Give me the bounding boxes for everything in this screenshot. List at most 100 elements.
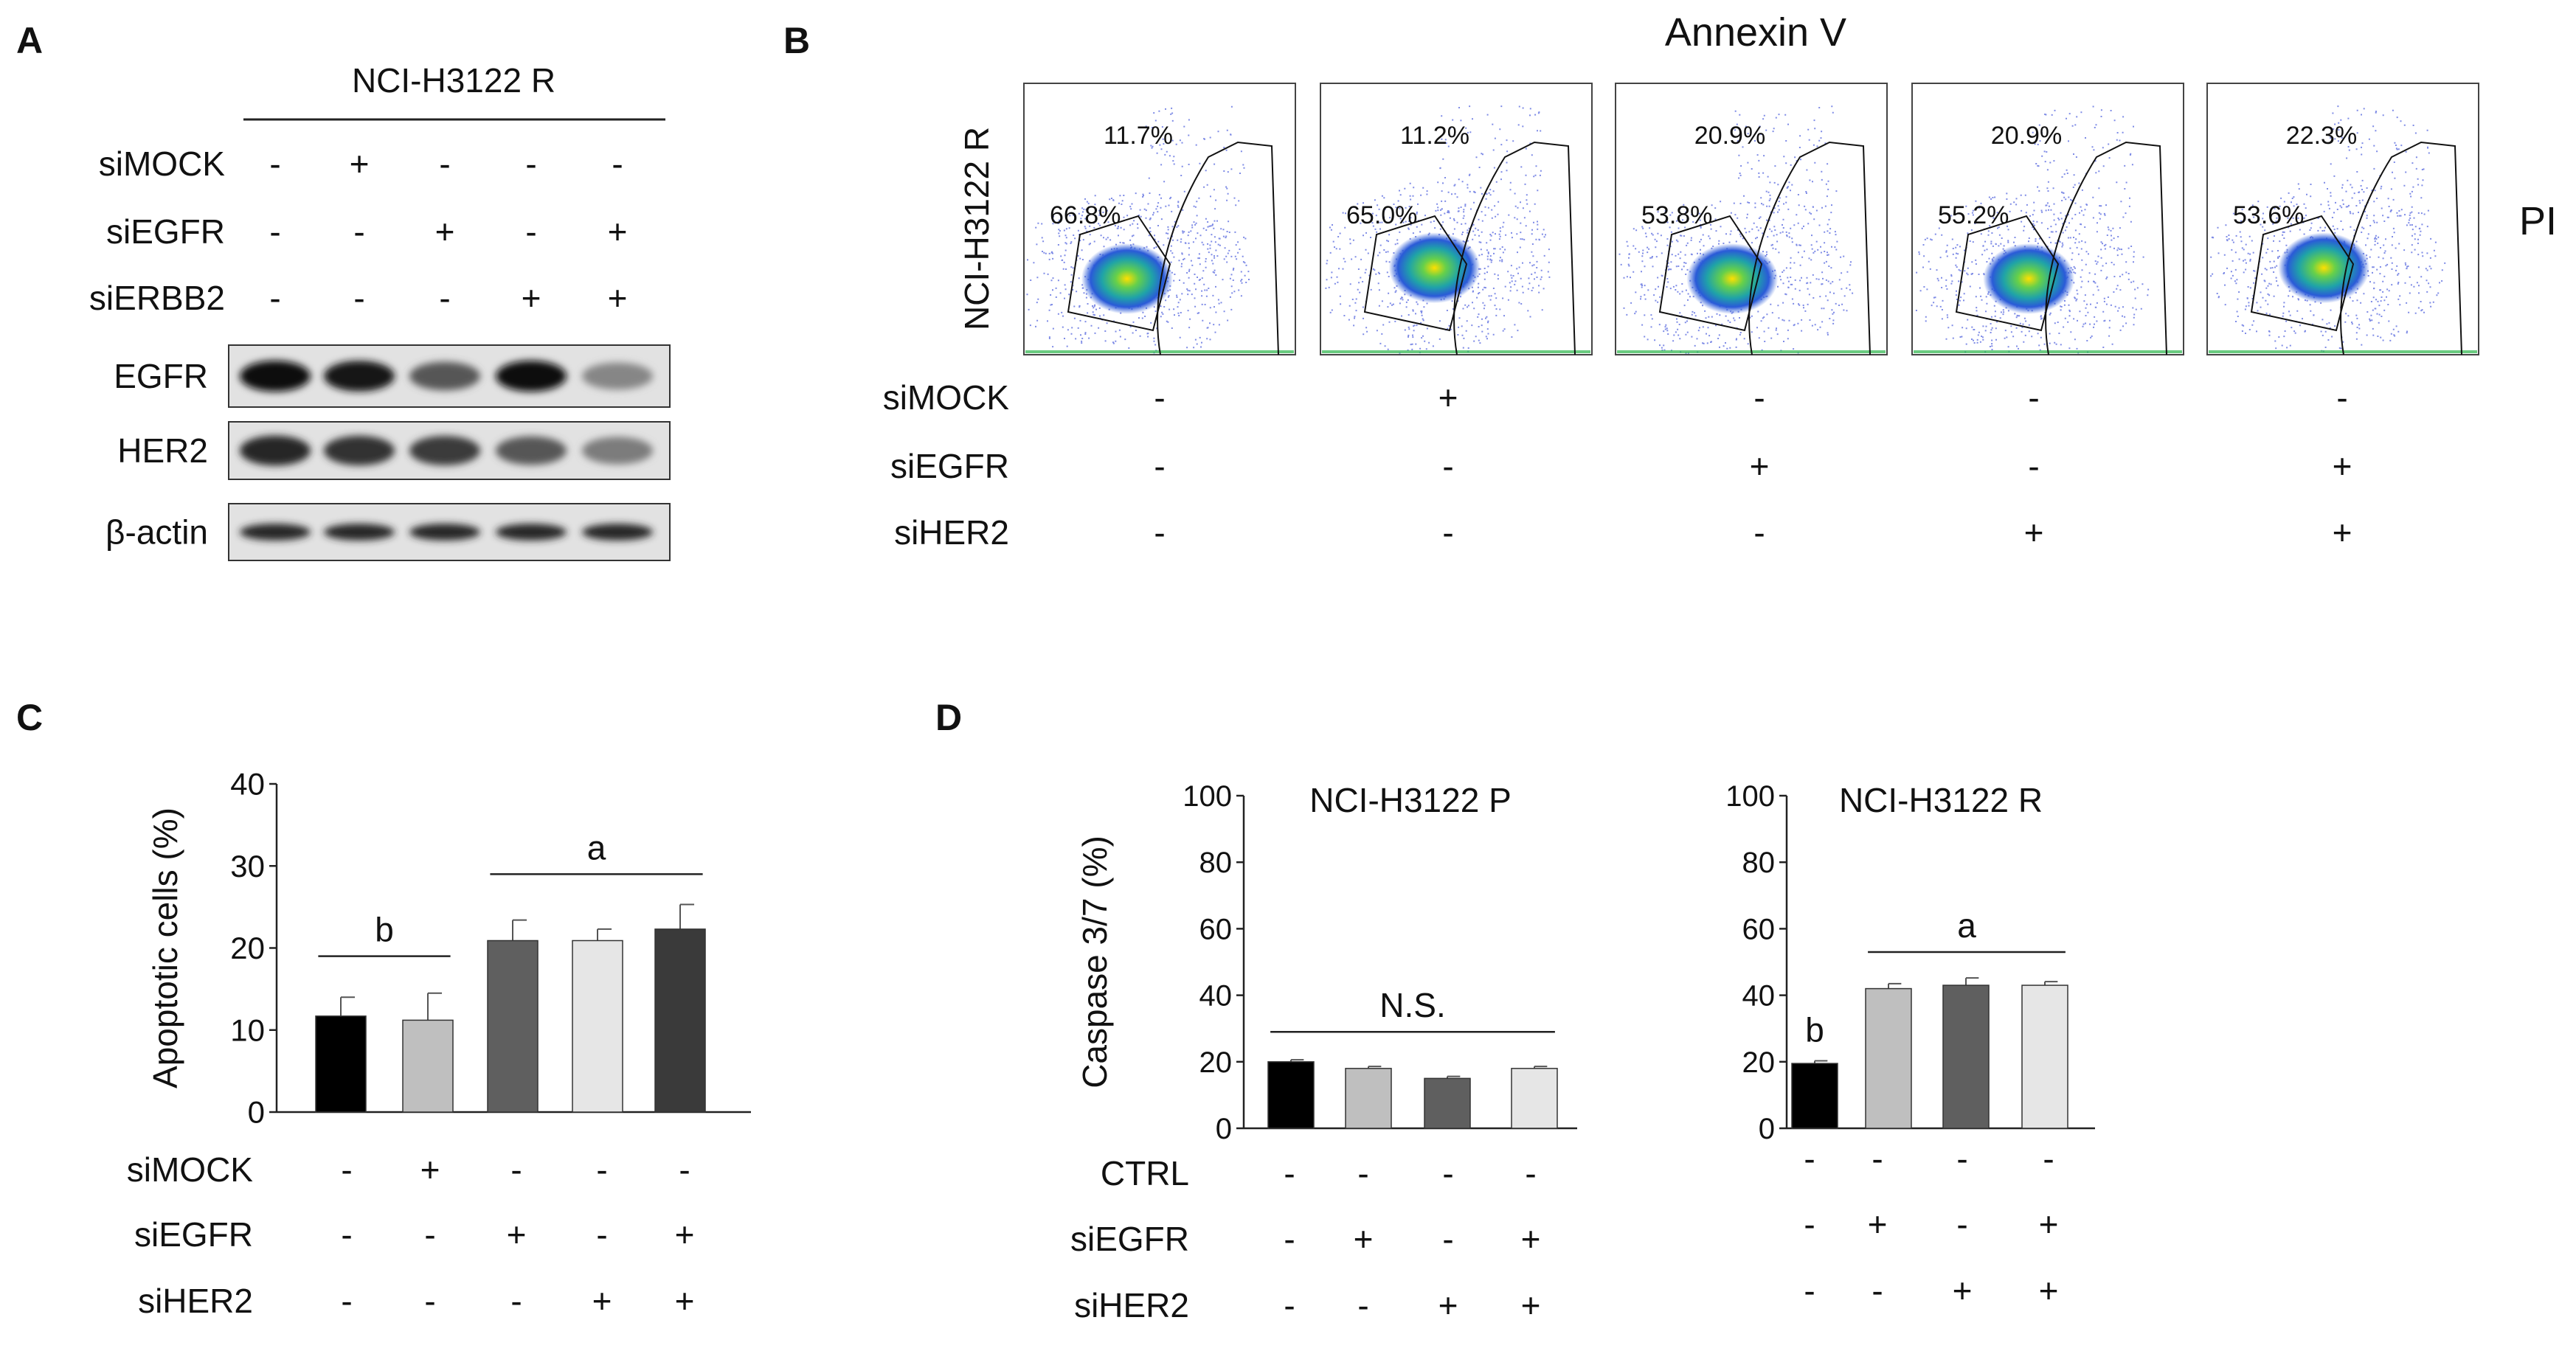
flow-density-core (1081, 243, 1173, 314)
condition-sign: - (2336, 378, 2347, 417)
y-tick-label: 60 (1199, 913, 1233, 945)
condition-sign: - (2028, 378, 2039, 417)
condition-label: siEGFR (106, 212, 225, 251)
condition-sign: - (269, 212, 280, 251)
blot-band (496, 361, 567, 392)
condition-sign: - (679, 1150, 690, 1189)
y-tick-label: 20 (1742, 1046, 1776, 1079)
flow-upper-percent: 20.9% (1694, 122, 1765, 150)
panel-b-plots: 11.7% 66.8% 11.2% 65.0% 20.9% 53.8% 20.9% 55.2%… (1023, 83, 2479, 355)
bar (487, 940, 539, 1113)
condition-sign: - (2028, 447, 2039, 485)
blot-band (496, 524, 567, 541)
condition-sign: - (2043, 1139, 2054, 1178)
flow-upper-percent: 20.9% (1991, 122, 2062, 150)
condition-sign: + (1953, 1271, 1973, 1310)
panel-b-y-title: PI (2519, 199, 2557, 243)
condition-label: siMOCK (99, 145, 226, 183)
condition-sign: - (1284, 1154, 1295, 1192)
condition-label: siEGFR (1070, 1220, 1189, 1258)
condition-sign: + (675, 1282, 695, 1320)
significance-label: b (375, 911, 394, 949)
condition-sign: - (1956, 1205, 1967, 1243)
flow-lower-percent: 65.0% (1346, 201, 1417, 229)
condition-sign: + (1354, 1220, 1374, 1258)
condition-sign: - (1753, 378, 1765, 417)
condition-sign: - (353, 279, 364, 317)
condition-sign: + (608, 279, 628, 317)
condition-sign: - (439, 279, 450, 317)
condition-sign: + (350, 145, 370, 183)
condition-sign: + (522, 279, 541, 317)
y-tick-label: 100 (1183, 780, 1232, 813)
y-axis-label: Apoptotic cells (%) (146, 808, 184, 1088)
y-tick-label: 40 (230, 767, 265, 802)
condition-sign: + (2039, 1271, 2059, 1310)
panel-letter-d: D (935, 697, 962, 738)
condition-sign: - (1154, 513, 1165, 552)
panel-letter-a: A (16, 20, 43, 61)
blot-band (582, 437, 653, 465)
condition-label: siMOCK (883, 378, 1010, 417)
y-tick-label: 20 (230, 931, 265, 965)
condition-sign: - (1284, 1286, 1295, 1324)
condition-sign: + (1521, 1220, 1541, 1258)
flow-gate-apoptotic (1748, 141, 1871, 355)
condition-sign: - (525, 145, 536, 183)
condition-sign: + (1750, 447, 1770, 485)
blot-band (240, 361, 311, 392)
significance-label: a (1957, 906, 1976, 945)
blot-label: β-actin (105, 513, 208, 552)
condition-sign: + (2333, 513, 2352, 552)
bar-annotation: b (1805, 1010, 1824, 1049)
y-axis-label: Caspase 3/7 (%) (1076, 836, 1114, 1088)
condition-sign: - (424, 1282, 435, 1320)
y-tick-label: 80 (1742, 847, 1776, 879)
y-tick-label: 20 (1199, 1046, 1233, 1079)
condition-sign: - (341, 1282, 352, 1320)
condition-sign: + (592, 1282, 612, 1320)
bar (1791, 1063, 1838, 1129)
bar (654, 928, 706, 1113)
chart-d2: 0 20 40 60 80 100 NCI-H3122 R a b (1725, 780, 2095, 1145)
y-tick-label: 0 (248, 1095, 265, 1130)
condition-label: siHER2 (138, 1282, 253, 1320)
condition-sign: - (1525, 1154, 1536, 1192)
condition-sign: - (612, 145, 623, 183)
panel-b: Annexin V PI NCI-H3122 R 11.7% 66.8% 11.2%… (883, 10, 2557, 552)
flow-gate-live (1067, 215, 1171, 332)
bar (1345, 1068, 1392, 1129)
condition-sign: - (510, 1282, 522, 1320)
flow-gate-apoptotic (1453, 141, 1576, 355)
flow-gate-live (1658, 215, 1763, 332)
condition-sign: - (1154, 447, 1165, 485)
condition-label: CTRL (1101, 1154, 1189, 1192)
condition-sign: - (1804, 1205, 1815, 1243)
y-tick-label: 80 (1199, 847, 1233, 879)
condition-sign: + (2039, 1205, 2059, 1243)
condition-sign: - (1357, 1154, 1368, 1192)
condition-label: siEGFR (134, 1215, 253, 1254)
condition-sign: + (507, 1215, 527, 1254)
flow-density-core (1983, 243, 2075, 314)
condition-sign: - (1753, 513, 1765, 552)
blot-band (409, 436, 480, 465)
flow-gate-apoptotic (2340, 141, 2462, 355)
y-tick-label: 60 (1742, 913, 1776, 945)
condition-sign: - (341, 1215, 352, 1254)
condition-sign: + (1438, 1286, 1458, 1324)
blot-band (240, 524, 311, 541)
flow-density-core (2278, 232, 2370, 304)
condition-sign: + (420, 1150, 440, 1189)
bar (1865, 987, 1912, 1129)
condition-sign: - (1357, 1286, 1368, 1324)
condition-sign: + (1868, 1205, 1888, 1243)
significance-label: a (587, 828, 606, 866)
flow-upper-percent: 11.2% (1400, 122, 1469, 150)
y-tick-label: 100 (1725, 780, 1775, 813)
condition-sign: - (596, 1150, 607, 1189)
condition-sign: - (1442, 1154, 1453, 1192)
condition-sign: - (1872, 1139, 1883, 1178)
blot-band (324, 361, 395, 392)
flow-gate-live (2250, 215, 2355, 332)
